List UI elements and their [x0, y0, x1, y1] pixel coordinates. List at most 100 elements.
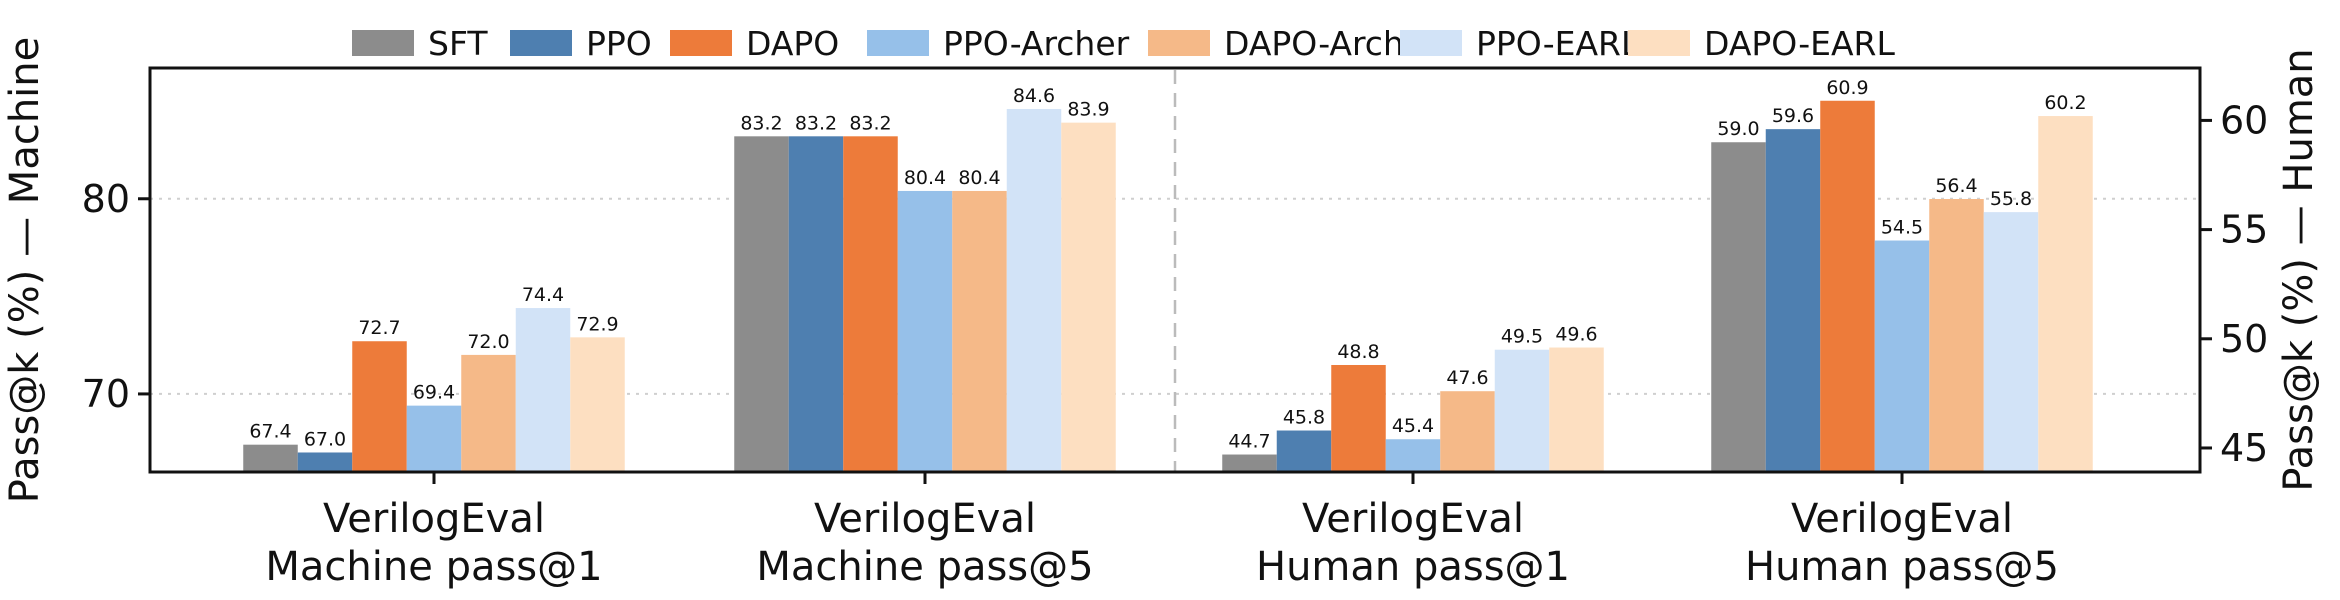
legend-swatch	[670, 30, 732, 56]
x-category-label-line: VerilogEval	[323, 496, 545, 542]
legend-item-ppo: PPO	[510, 24, 652, 63]
legend-label: DAPO	[746, 24, 839, 63]
legend-label: SFT	[428, 24, 488, 63]
bar-value-label: 72.9	[576, 313, 618, 335]
bar-value-label: 69.4	[413, 382, 455, 404]
bar-ppo	[788, 136, 844, 472]
bar-ppo-archer	[406, 405, 462, 472]
bar-ppo-earl	[515, 308, 571, 472]
legend-item-dapo: DAPO	[670, 24, 839, 63]
right-tick-label: 50	[2220, 317, 2268, 361]
legend-swatch	[352, 30, 414, 56]
bar-value-label: 80.4	[904, 167, 946, 189]
bar-value-label: 74.4	[522, 284, 564, 306]
bar-value-label: 45.8	[1283, 407, 1325, 429]
legend-swatch	[1400, 30, 1462, 56]
bar-value-label: 60.9	[1826, 77, 1868, 99]
x-category-label-line: VerilogEval	[814, 496, 1036, 542]
bar-value-label: 84.6	[1013, 85, 1055, 107]
bar-dapo-archer	[952, 190, 1007, 472]
left-tick-label: 80	[82, 177, 130, 221]
legend-swatch	[1148, 30, 1210, 56]
legend: SFT PPO DAPO PPO-Archer DAPO-Archer PPO-EARL D…	[352, 24, 1895, 63]
bar-value-label: 54.5	[1881, 217, 1923, 239]
bar-value-label: 60.2	[2044, 92, 2086, 114]
bar-value-label: 83.9	[1067, 99, 1109, 121]
bar-value-label: 59.0	[1717, 118, 1759, 140]
x-category-label-line: Machine pass@1	[265, 544, 602, 590]
bar-ppo	[297, 452, 353, 472]
bar-ppo-earl	[1494, 349, 1550, 472]
bar-value-label: 49.6	[1555, 324, 1597, 346]
bar-dapo-archer	[461, 354, 516, 472]
bar-value-label: 56.4	[1935, 175, 1977, 197]
bar-value-label: 55.8	[1990, 188, 2032, 210]
bar-value-label: 72.7	[358, 317, 400, 339]
bar-dapo-earl	[1061, 122, 1116, 473]
right-tick-label: 60	[2220, 98, 2268, 142]
bars	[243, 100, 2093, 473]
legend-swatch	[1628, 30, 1690, 56]
left-tick-label: 70	[82, 372, 130, 416]
bar-value-label: 83.2	[795, 112, 837, 134]
bar-ppo-archer	[1385, 439, 1441, 472]
legend-swatch	[510, 30, 572, 56]
legend-item-ppo-archer: PPO-Archer	[867, 24, 1130, 63]
right-y-axis: 45 50 55 60	[2200, 98, 2268, 470]
bar-sft	[243, 444, 298, 472]
bar-ppo-earl	[1983, 212, 2039, 472]
bar-value-label: 67.4	[249, 421, 291, 443]
bar-dapo	[1331, 364, 1386, 472]
x-category-label-line: VerilogEval	[1302, 496, 1524, 542]
legend-item-ppo-earl: PPO-EARL	[1400, 24, 1640, 63]
bar-value-label: 47.6	[1446, 367, 1488, 389]
left-y-axis: 70 80	[82, 177, 150, 416]
x-category-label-line: Human pass@1	[1256, 544, 1570, 590]
bar-sft	[1711, 142, 1766, 472]
bar-value-label: 83.2	[849, 112, 891, 134]
bar-dapo	[1820, 100, 1875, 472]
legend-label: DAPO-EARL	[1704, 24, 1895, 63]
bar-ppo-earl	[1006, 108, 1062, 472]
bar-value-label: 59.6	[1772, 105, 1814, 127]
bar-ppo-archer	[897, 190, 953, 472]
legend-swatch	[867, 30, 929, 56]
bar-dapo-archer	[1929, 199, 1984, 472]
bar-dapo	[843, 136, 898, 472]
bar-value-label: 67.0	[304, 428, 346, 450]
plot-frame	[148, 66, 2202, 474]
bar-dapo-earl	[2038, 116, 2093, 472]
bar-value-label: 80.4	[958, 167, 1000, 189]
bar-dapo	[352, 341, 407, 472]
bar-value-label: 48.8	[1337, 341, 1379, 363]
legend-item-dapo-earl: DAPO-EARL	[1628, 24, 1895, 63]
x-category-label: VerilogEval Machine pass@1	[265, 496, 602, 590]
bar-sft	[1222, 454, 1277, 472]
bar-value-label: 45.4	[1392, 415, 1434, 437]
left-y-axis-title: Pass@k (%) — Machine	[2, 37, 48, 503]
right-tick-label: 45	[2220, 426, 2268, 470]
legend-label: PPO	[586, 24, 652, 63]
data-labels: 67.4 67.0 72.7 69.4 72.0 74.4 72.9 83.2 83.2 83.2…	[249, 77, 2086, 453]
legend-label: PPO-Archer	[943, 24, 1130, 63]
bar-dapo-earl	[570, 337, 625, 472]
bar-dapo-earl	[1549, 347, 1604, 472]
legend-item-sft: SFT	[352, 24, 488, 63]
bar-ppo	[1765, 129, 1821, 473]
x-category-label: VerilogEval Machine pass@5	[756, 496, 1093, 590]
x-category-label-line: VerilogEval	[1791, 496, 2013, 542]
bar-value-label: 49.5	[1501, 326, 1543, 348]
x-category-label: VerilogEval Human pass@1	[1256, 496, 1570, 590]
bar-value-label: 44.7	[1228, 431, 1270, 453]
bar-ppo-archer	[1874, 240, 1930, 472]
bar-ppo	[1276, 430, 1332, 472]
bar-dapo-archer	[1440, 391, 1495, 472]
right-y-axis-title: Pass@k (%) — Human	[2276, 48, 2322, 491]
bar-value-label: 83.2	[740, 112, 782, 134]
x-category-label-line: Human pass@5	[1745, 544, 2059, 590]
legend-item-dapo-archer: DAPO-Archer	[1148, 24, 1438, 63]
legend-label: PPO-EARL	[1476, 24, 1640, 63]
bar-sft	[734, 136, 789, 472]
